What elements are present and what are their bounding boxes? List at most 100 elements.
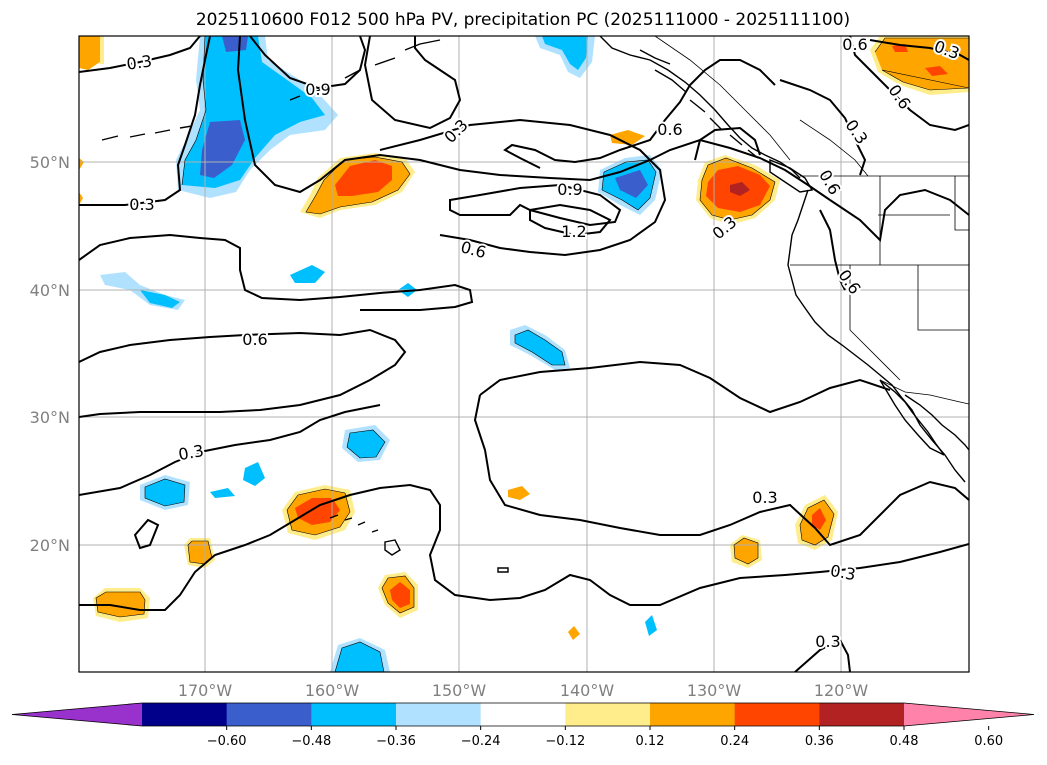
pos-anomaly-mid-9 xyxy=(96,592,145,617)
coast-alaska xyxy=(599,36,801,179)
neg-anomaly-mid-12 xyxy=(335,642,384,672)
contour-label: 0.3 xyxy=(815,632,840,651)
coast-us-west xyxy=(787,189,966,483)
contour-label: 0.6 xyxy=(842,35,867,54)
map-frame xyxy=(78,35,970,673)
pos-anomaly-strong-6 xyxy=(295,498,340,525)
contour-label: 0.6 xyxy=(242,330,267,349)
neg-anomaly-mid-13 xyxy=(645,615,657,636)
colorbar-segment xyxy=(142,703,228,726)
lon-label: 150°W xyxy=(432,681,487,700)
lon-label: 130°W xyxy=(687,681,742,700)
map-content: 0.3 0.9 0.3 0.6 0.3 0.3 0.9 1.2 0.6 0.6 … xyxy=(79,35,969,672)
contour-0.3-bc xyxy=(694,126,761,161)
pos-anomaly-mid-15 xyxy=(79,192,83,205)
contour-label: 0.9 xyxy=(305,80,330,99)
lon-label: 170°W xyxy=(178,681,233,700)
contour-0.3-upper xyxy=(79,36,211,206)
neg-anomaly-mid-4 xyxy=(290,265,325,283)
shading-outlines xyxy=(95,36,969,672)
contour-0.6-mid xyxy=(379,118,667,257)
contour-0.3-mid xyxy=(79,404,381,496)
colorbar-segment xyxy=(650,703,736,726)
colorbar-segment xyxy=(734,703,820,726)
coast-alaska-islands xyxy=(639,49,759,159)
lat-label: 30°N xyxy=(30,408,70,427)
lon-label: 140°W xyxy=(560,681,615,700)
colorbar-segment xyxy=(226,703,312,726)
pos-anomaly-mid-14 xyxy=(79,158,84,170)
latitude-labels: 50°N 40°N 30°N 20°N xyxy=(30,153,70,555)
pos-anomaly-mid-8 xyxy=(188,541,212,564)
colorbar-tick-label: 0.36 xyxy=(805,734,834,749)
contour-label: 0.6 xyxy=(657,120,682,139)
colorbar-tick-label: 0.48 xyxy=(890,734,919,749)
contour-0.3-ring2 xyxy=(363,36,462,130)
contour-0.3-topleft xyxy=(79,36,201,73)
colorbar-tick-label: −0.12 xyxy=(545,734,585,749)
contour-0.6-coast-2 xyxy=(819,209,846,291)
neg-anomaly-mid-10 xyxy=(145,479,185,506)
colorbar-tick-label: 0.12 xyxy=(636,734,665,749)
colorbar-tick-label: −0.36 xyxy=(376,734,416,749)
pos-anomaly-max-2 xyxy=(730,182,750,196)
pos-anomaly-strong-1 xyxy=(335,160,392,196)
colorbar-tick-label: −0.24 xyxy=(461,734,501,749)
lat-label: 40°N xyxy=(30,281,70,300)
pos-anomaly-strong-7 xyxy=(390,582,410,608)
colorbar-segment xyxy=(311,703,397,726)
coast-small-island xyxy=(497,567,509,573)
contour-label: 0.3 xyxy=(829,561,857,584)
pv-contours xyxy=(79,36,969,672)
contour-0.3-east xyxy=(503,59,776,169)
contour-0.3-central xyxy=(473,394,969,547)
colorbar-tick-label: 0.60 xyxy=(974,734,1003,749)
neg-anomaly-mid-2 xyxy=(542,36,588,70)
neg-anomaly-strong-1 xyxy=(200,120,245,178)
colorbar-segment xyxy=(819,703,905,726)
contour-0.3-bottom-right xyxy=(794,638,851,672)
colorbar-segment xyxy=(396,703,482,726)
contour-0.6-left xyxy=(79,328,407,418)
colorbar-segment xyxy=(565,703,651,726)
contour-0.9-ridge xyxy=(449,183,622,227)
neg-anomaly-strong-1b xyxy=(222,36,248,52)
border-states xyxy=(790,176,969,381)
contour-0.6-east-north xyxy=(829,188,969,243)
lat-label: 50°N xyxy=(30,153,70,172)
contour-label: 0.3 xyxy=(752,488,777,507)
neg-anomaly-mid-7 xyxy=(515,330,565,365)
contour-ring-0.3-left xyxy=(133,518,160,550)
contour-0.6-coast xyxy=(779,79,867,176)
pos-anomaly-mid-10 xyxy=(508,486,530,500)
neg-anomaly-mid-9 xyxy=(243,462,265,486)
border-ak-bc xyxy=(654,36,791,161)
figure-title: 2025110600 F012 500 hPa PV, precipitatio… xyxy=(196,10,850,30)
coast-vancouver-island xyxy=(769,158,814,193)
neg-anomaly-strong-3 xyxy=(615,170,648,198)
colorbar-tick-label: −0.60 xyxy=(207,734,247,749)
neg-anomaly-mid-11 xyxy=(210,488,235,498)
contour-label: 0.3 xyxy=(129,195,154,214)
pos-anomaly-strong-12 xyxy=(812,508,826,530)
pos-anomaly-weak-4 xyxy=(100,36,104,64)
colorbar-extend-low xyxy=(12,703,142,726)
colorbar-segment xyxy=(480,703,566,726)
contour-0.6-upper xyxy=(79,233,474,311)
contour-label: 1.2 xyxy=(561,222,586,241)
contour-0.3-topright xyxy=(869,39,969,61)
neg-anomaly-mid-8 xyxy=(347,430,385,458)
contour-0.3-central-top xyxy=(479,360,891,414)
coast-aleutians xyxy=(101,39,441,141)
coast-baja xyxy=(879,379,945,456)
colorbar-tick-label: −0.48 xyxy=(291,734,331,749)
pos-anomaly-mid-13 xyxy=(568,626,580,640)
political-borders xyxy=(654,36,969,405)
colorbar-extend-high xyxy=(904,703,1034,726)
coast-mexico xyxy=(904,394,969,451)
neg-anomaly-mid-5 xyxy=(140,290,180,308)
colorbar-outline xyxy=(11,702,1035,727)
contour-1.2 xyxy=(529,203,612,237)
border-us-mexico xyxy=(879,379,969,405)
